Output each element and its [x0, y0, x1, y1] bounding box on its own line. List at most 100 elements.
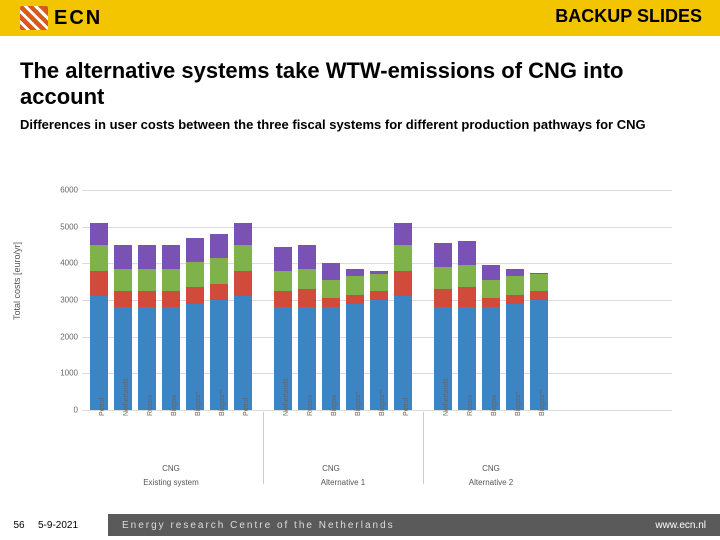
bar-segment	[90, 223, 108, 245]
xtick-label: Biogas	[171, 395, 178, 416]
bar-segment	[434, 289, 452, 307]
bar-segment	[90, 296, 108, 410]
bar: Biogas	[322, 190, 340, 410]
bar: Petrol	[394, 190, 412, 410]
bar-segment	[114, 291, 132, 308]
ytick-label: 5000	[48, 222, 78, 231]
backup-slides-label: BACKUP SLIDES	[555, 6, 702, 27]
bar-segment	[274, 291, 292, 308]
slide-date: 5-9-2021	[38, 520, 108, 531]
bar: Petrol	[234, 190, 252, 410]
bar-segment	[482, 280, 500, 298]
bar-segment	[322, 298, 340, 307]
bar-segment	[114, 245, 132, 269]
bar-segment	[394, 223, 412, 245]
bar: Biogas	[482, 190, 500, 410]
bar-segment	[234, 245, 252, 271]
footer-url: www.ecn.nl	[655, 520, 706, 531]
xtick-label: Biogas*	[355, 392, 362, 416]
bar-segment	[530, 273, 548, 275]
ytick-label: 4000	[48, 259, 78, 268]
xtick-label: Biogas*	[195, 392, 202, 416]
bar-segment	[210, 234, 228, 258]
bar-segment	[186, 238, 204, 262]
ytick-label: 3000	[48, 296, 78, 305]
bar-segment	[370, 291, 388, 300]
bar-segment	[162, 291, 180, 308]
xtick-label: Biogas	[491, 395, 498, 416]
xtick-label: Petrol	[403, 398, 410, 416]
bar: Russia	[458, 190, 476, 410]
xtick-label: Biogas**	[539, 389, 546, 416]
bar-segment	[234, 271, 252, 297]
system-label: Existing system	[90, 478, 252, 487]
header-bar: ECN BACKUP SLIDES	[0, 0, 720, 36]
page-subtitle: Differences in user costs between the th…	[20, 117, 700, 133]
logo: ECN	[20, 6, 102, 30]
xtick-label: Biogas**	[219, 389, 226, 416]
cng-sublabel: CNG	[434, 464, 548, 473]
bar-segment	[274, 247, 292, 271]
bar-segment	[162, 269, 180, 291]
page-title: The alternative systems take WTW-emissio…	[20, 58, 700, 111]
bar-segment	[506, 269, 524, 276]
logo-stripes-icon	[20, 6, 48, 30]
footer-center-text: Energy research Centre of the Netherland…	[122, 520, 395, 531]
xtick-label: Netherlands	[443, 378, 450, 416]
bar-segment	[210, 284, 228, 301]
system-label: Alternative 1	[274, 478, 412, 487]
system-label: Alternative 2	[434, 478, 548, 487]
bar: Netherlands	[114, 190, 132, 410]
bar-segment	[138, 291, 156, 308]
bar-segment	[322, 263, 340, 280]
bar-segment	[138, 269, 156, 291]
bar-segment	[298, 269, 316, 289]
bar: Biogas**	[210, 190, 228, 410]
group-separator	[423, 412, 424, 484]
bar-segment	[370, 274, 388, 291]
bar-segment	[506, 295, 524, 304]
xtick-label: Russia	[307, 395, 314, 416]
bar-segment	[394, 271, 412, 297]
bar-segment	[298, 245, 316, 269]
bar-segment	[234, 296, 252, 410]
bar-segment	[458, 265, 476, 287]
bar-segment	[186, 287, 204, 304]
bar: Biogas	[162, 190, 180, 410]
bar-segment	[90, 245, 108, 271]
logo-text: ECN	[54, 7, 102, 30]
bar-segment	[162, 245, 180, 269]
bar-segment	[394, 245, 412, 271]
bar: Biogas*	[506, 190, 524, 410]
bar: Russia	[138, 190, 156, 410]
bar-segment	[530, 291, 548, 300]
xtick-label: Biogas*	[515, 392, 522, 416]
cng-sublabel: CNG	[274, 464, 388, 473]
bar-segment	[458, 287, 476, 307]
footer-bar: Energy research Centre of the Netherland…	[108, 514, 720, 536]
chart-plot: 0100020003000400050006000PetrolNetherlan…	[82, 190, 672, 410]
group-separator	[263, 412, 264, 484]
ytick-label: 0	[48, 406, 78, 415]
bar-segment	[482, 298, 500, 307]
bar-segment	[138, 245, 156, 269]
bar-segment	[186, 262, 204, 288]
xtick-label: Russia	[147, 395, 154, 416]
bar-segment	[458, 241, 476, 265]
bar: Netherlands	[434, 190, 452, 410]
ytick-label: 2000	[48, 332, 78, 341]
bar-segment	[234, 223, 252, 245]
bar: Biogas*	[186, 190, 204, 410]
bar: Biogas**	[530, 190, 548, 410]
xtick-label: Petrol	[99, 398, 106, 416]
bar-segment	[346, 276, 364, 294]
bar: Petrol	[90, 190, 108, 410]
bar-segment	[346, 295, 364, 304]
chart-ylabel: Total costs [euro/yr]	[12, 242, 22, 320]
bar-segment	[90, 271, 108, 297]
bar-segment	[394, 296, 412, 410]
xtick-label: Russia	[467, 395, 474, 416]
bar-segment	[322, 280, 340, 298]
ytick-label: 1000	[48, 369, 78, 378]
bar: Biogas*	[346, 190, 364, 410]
